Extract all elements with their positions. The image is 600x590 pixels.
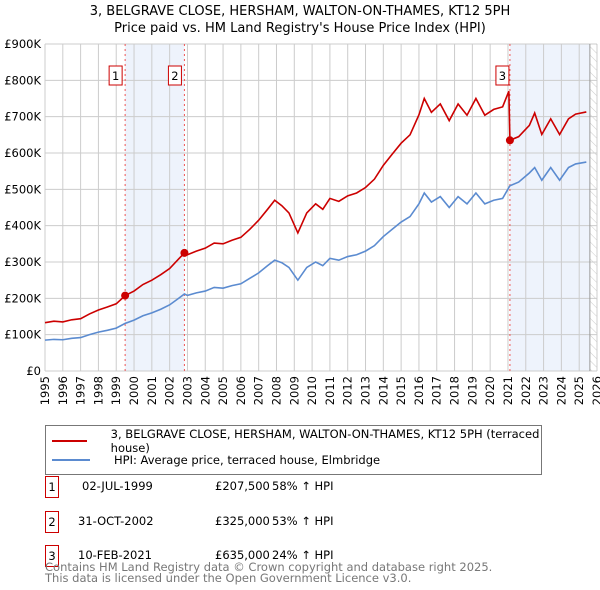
x-tick-label: 1996 xyxy=(56,376,70,405)
chart-subtitle: Price paid vs. HM Land Registry's House … xyxy=(114,21,486,36)
y-tick-label: £0 xyxy=(26,364,41,378)
x-tick-label: 2009 xyxy=(287,376,301,405)
x-tick-label: 2010 xyxy=(305,376,319,405)
y-tick-label: £700K xyxy=(4,110,41,124)
sale-point xyxy=(121,291,130,300)
x-tick-label: 1997 xyxy=(74,376,88,405)
legend-item-property: 3, BELGRAVE CLOSE, HERSHAM, WALTON-ON-TH… xyxy=(46,427,541,455)
transaction-hpi-change: 53% ↑ HPI xyxy=(272,514,334,528)
x-tick-label: 2008 xyxy=(269,376,283,405)
x-tick-label: 2014 xyxy=(376,376,390,405)
x-tick-label: 1998 xyxy=(91,376,105,405)
y-tick-label: £100K xyxy=(4,328,41,342)
x-tick-label: 2007 xyxy=(252,376,266,405)
transaction-hpi-change: 24% ↑ HPI xyxy=(272,548,334,562)
sale-label-box xyxy=(495,65,510,86)
x-tick-label: 2013 xyxy=(359,376,373,405)
x-tick-label: 2006 xyxy=(234,376,248,405)
x-tick-label: 2015 xyxy=(394,376,408,405)
transaction-marker: 2 xyxy=(45,511,59,533)
chart-title: 3, BELGRAVE CLOSE, HERSHAM, WALTON-ON-TH… xyxy=(89,4,511,19)
x-tick-label: 2002 xyxy=(163,376,177,405)
legend-label-hpi: HPI: Average price, terraced house, Elmb… xyxy=(114,453,381,467)
y-tick-label: £600K xyxy=(4,146,41,160)
x-tick-label: 2018 xyxy=(448,376,462,405)
x-tick-label: 2019 xyxy=(465,376,479,405)
footer-licence: This data is licensed under the Open Gov… xyxy=(45,571,412,585)
sale-label: 3 xyxy=(499,69,506,83)
x-tick-label: 2020 xyxy=(483,376,497,405)
y-tick-label: £500K xyxy=(4,182,41,196)
x-tick-label: 2026 xyxy=(590,376,600,405)
x-tick-label: 1995 xyxy=(38,376,52,405)
y-tick-label: £900K xyxy=(4,37,41,51)
forecast-hatch xyxy=(589,44,597,371)
sale-label-box xyxy=(108,65,123,86)
transaction-marker: 1 xyxy=(45,476,59,498)
transaction-price: £207,500 xyxy=(215,479,270,493)
x-tick-label: 2023 xyxy=(537,376,551,405)
shade-region xyxy=(125,44,185,371)
x-tick-label: 2021 xyxy=(501,376,515,405)
legend: 3, BELGRAVE CLOSE, HERSHAM, WALTON-ON-TH… xyxy=(45,425,542,475)
x-tick-label: 1999 xyxy=(109,376,123,405)
legend-swatch-hpi xyxy=(52,459,90,461)
footer-copyright: Contains HM Land Registry data © Crown c… xyxy=(45,560,493,574)
sale-point xyxy=(505,136,514,145)
transaction-date: 31-OCT-2002 xyxy=(78,514,154,528)
x-tick-label: 2022 xyxy=(519,376,533,405)
x-tick-label: 2012 xyxy=(341,376,355,405)
hpi-line xyxy=(44,161,587,341)
y-tick-label: £200K xyxy=(4,291,41,305)
x-tick-label: 2001 xyxy=(145,376,159,405)
legend-swatch-property xyxy=(52,440,87,442)
x-tick-label: 2005 xyxy=(216,376,230,405)
transaction-date: 02-JUL-1999 xyxy=(82,479,153,493)
x-tick-label: 2024 xyxy=(554,376,568,405)
sale-point xyxy=(180,248,189,257)
shade-region xyxy=(509,44,590,371)
x-tick-label: 2016 xyxy=(412,376,426,405)
legend-label-property: 3, BELGRAVE CLOSE, HERSHAM, WALTON-ON-TH… xyxy=(110,427,540,455)
transaction-price: £635,000 xyxy=(215,548,270,562)
transaction-date: 10-FEB-2021 xyxy=(78,548,152,562)
x-tick-label: 2025 xyxy=(572,376,586,405)
y-tick-label: £400K xyxy=(4,219,41,233)
y-tick-label: £800K xyxy=(4,73,41,87)
x-tick-label: 2017 xyxy=(430,376,444,405)
property-price-line xyxy=(44,90,587,324)
sale-label: 2 xyxy=(171,69,178,83)
price-chart: 1995 1996 1997 1998 1999 2000 2001 2002 2003 2004… xyxy=(4,37,600,405)
x-tick-label: 2000 xyxy=(127,376,141,405)
sale-label: 1 xyxy=(112,69,119,83)
transaction-marker: 3 xyxy=(45,545,59,567)
x-tick-label: 2011 xyxy=(323,376,337,405)
sale-label-box xyxy=(167,65,182,86)
transaction-hpi-change: 58% ↑ HPI xyxy=(272,479,334,493)
y-tick-label: £300K xyxy=(4,255,41,269)
x-tick-label: 2003 xyxy=(180,376,194,405)
legend-item-hpi: HPI: Average price, terraced house, Elmb… xyxy=(46,452,380,468)
transaction-price: £325,000 xyxy=(215,514,270,528)
x-tick-label: 2004 xyxy=(198,376,212,405)
